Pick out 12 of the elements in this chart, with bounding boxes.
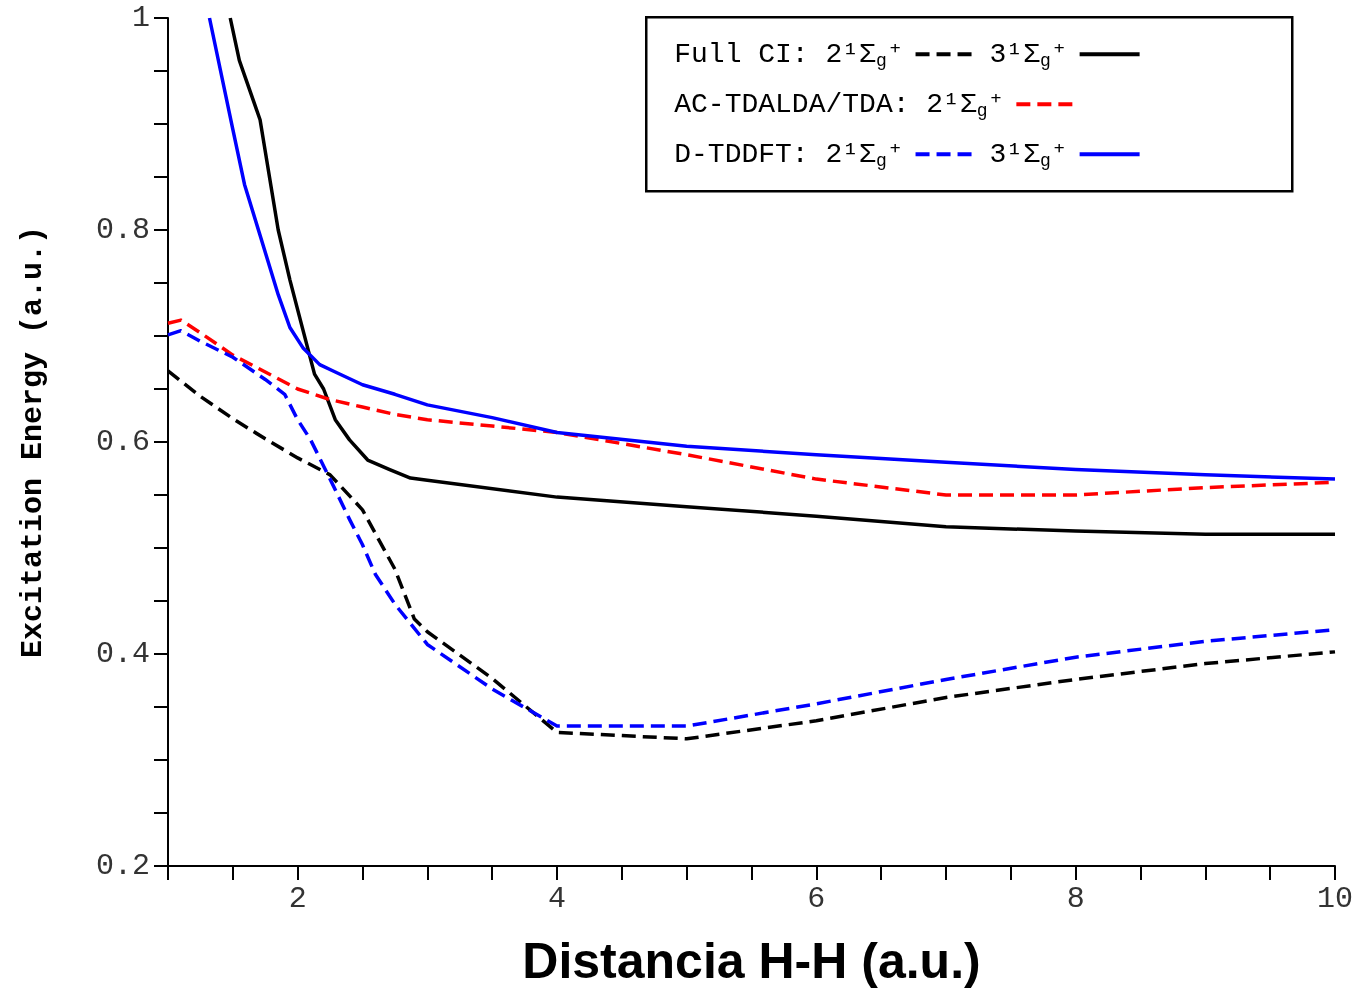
y-tick-label: 0.8 xyxy=(95,213,150,247)
x-tick-label: 10 xyxy=(1316,882,1354,916)
x-tick-label: 6 xyxy=(807,882,826,916)
y-tick-label: 0.2 xyxy=(95,849,150,883)
y-tick-label: 1 xyxy=(131,1,150,35)
y-axis-title: Excitation Energy (a.u.) xyxy=(16,225,50,659)
x-tick-label: 2 xyxy=(288,882,307,916)
y-tick-label: 0.6 xyxy=(95,425,150,459)
x-tick-label: 8 xyxy=(1066,882,1085,916)
x-tick-label: 4 xyxy=(547,882,567,916)
x-axis-title: Distancia H-H (a.u.) xyxy=(522,933,981,989)
y-tick-label: 0.4 xyxy=(95,637,150,671)
